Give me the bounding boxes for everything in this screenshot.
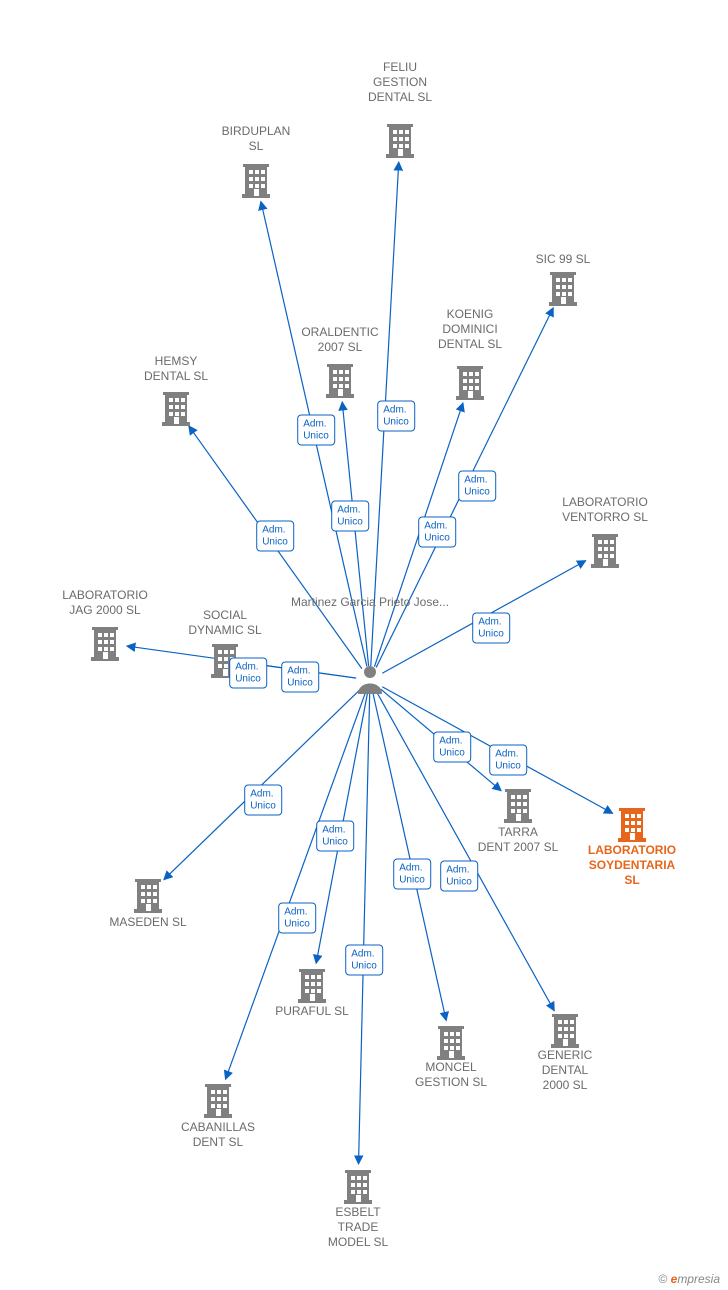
relationship-graph [0, 0, 728, 1290]
edge-label-puraful: Adm. Unico [278, 903, 316, 934]
copyright-symbol: © [658, 1272, 667, 1286]
brand-rest: mpresia [677, 1272, 720, 1286]
company-icon-generic2000[interactable] [551, 1014, 579, 1048]
edge-label-tarradent: Adm. Unico [433, 732, 471, 763]
edge-label-maseden: Adm. Unico [244, 785, 282, 816]
edge-cabanillas [225, 693, 365, 1079]
company-icon-koenig[interactable] [456, 366, 484, 400]
company-icon-jag2000[interactable] [91, 627, 119, 661]
company-label-maseden[interactable]: MASEDEN SL [109, 915, 186, 930]
edge-label-hemsy: Adm. Unico [256, 521, 294, 552]
company-icon-maseden[interactable] [134, 879, 162, 913]
edge-label-cabanillas: Adm. Unico [316, 821, 354, 852]
company-label-puraful[interactable]: PURAFUL SL [275, 1004, 349, 1019]
edge-label-generic2000: Adm. Unico [440, 861, 478, 892]
edge-label-sic99: Adm. Unico [458, 471, 496, 502]
company-label-socialdyn[interactable]: SOCIAL DYNAMIC SL [188, 608, 261, 638]
company-label-generic2000[interactable]: GENERIC DENTAL 2000 SL [538, 1048, 593, 1093]
company-label-feliu[interactable]: FELIU GESTION DENTAL SL [368, 60, 432, 105]
company-label-koenig[interactable]: KOENIG DOMINICI DENTAL SL [438, 307, 502, 352]
edge-esbelt [359, 694, 370, 1164]
company-icon-moncel[interactable] [437, 1026, 465, 1060]
company-icon-ventorro[interactable] [591, 534, 619, 568]
company-label-hemsy[interactable]: HEMSY DENTAL SL [144, 354, 208, 384]
company-label-moncel[interactable]: MONCEL GESTION SL [415, 1060, 487, 1090]
edge-label-soydentaria: Adm. Unico [489, 745, 527, 776]
company-icon-tarradent[interactable] [504, 789, 532, 823]
person-label[interactable]: Martinez Garcia Prieto Jose... [291, 595, 449, 611]
edge-label-jag2000: Adm. Unico [229, 658, 267, 689]
edge-label-moncel: Adm. Unico [393, 859, 431, 890]
edge-label-ventorro: Adm. Unico [472, 613, 510, 644]
company-label-cabanillas[interactable]: CABANILLAS DENT SL [181, 1120, 255, 1150]
company-label-esbelt[interactable]: ESBELT TRADE MODEL SL [328, 1205, 388, 1250]
company-label-sic99[interactable]: SIC 99 SL [536, 252, 591, 267]
company-icon-sic99[interactable] [549, 272, 577, 306]
edge-label-feliu: Adm. Unico [377, 401, 415, 432]
company-icon-birduplan[interactable] [242, 164, 270, 198]
company-label-birduplan[interactable]: BIRDUPLAN SL [222, 124, 291, 154]
edge-label-koenig: Adm. Unico [418, 517, 456, 548]
company-icon-soydentaria[interactable] [618, 808, 646, 842]
edge-oraldentic [342, 402, 368, 666]
company-label-soydentaria[interactable]: LABORATORIO SOYDENTARIA SL [588, 843, 676, 888]
edge-label-birduplan: Adm. Unico [297, 415, 335, 446]
company-icon-feliu[interactable] [386, 124, 414, 158]
person-icon[interactable] [358, 666, 382, 694]
edge-label-esbelt: Adm. Unico [345, 945, 383, 976]
company-icon-esbelt[interactable] [344, 1170, 372, 1204]
company-icon-oraldentic[interactable] [326, 364, 354, 398]
edge-label-oraldentic: Adm. Unico [331, 501, 369, 532]
copyright-footer: © empresia [658, 1272, 720, 1286]
company-label-tarradent[interactable]: TARRA DENT 2007 SL [478, 825, 559, 855]
edge-label-socialdyn: Adm. Unico [281, 662, 319, 693]
company-label-jag2000[interactable]: LABORATORIO JAG 2000 SL [62, 588, 148, 618]
company-label-ventorro[interactable]: LABORATORIO VENTORRO SL [562, 495, 648, 525]
company-icon-cabanillas[interactable] [204, 1084, 232, 1118]
company-icon-puraful[interactable] [298, 969, 326, 1003]
company-icon-hemsy[interactable] [162, 392, 190, 426]
company-label-oraldentic[interactable]: ORALDENTIC 2007 SL [301, 325, 378, 355]
